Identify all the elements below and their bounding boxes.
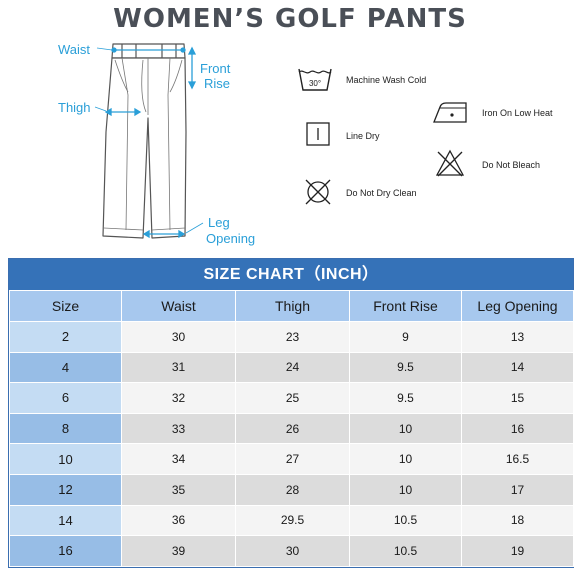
front-rise-cell: 10 bbox=[349, 443, 462, 475]
size-table: Size Waist Thigh Front Rise Leg Opening … bbox=[9, 290, 574, 567]
waist-cell: 32 bbox=[121, 382, 236, 414]
table-row: 2 30 23 9 13 bbox=[9, 321, 574, 353]
waist-label: Waist bbox=[58, 42, 91, 57]
waist-cell: 39 bbox=[121, 535, 236, 567]
thigh-cell: 30 bbox=[235, 535, 350, 567]
front-rise-cell: 10.5 bbox=[349, 535, 462, 567]
page-title: WOMEN’S GOLF PANTS bbox=[113, 4, 467, 34]
waist-cell: 34 bbox=[121, 443, 236, 475]
leg-opening-cell: 18 bbox=[461, 504, 574, 537]
do-not-bleach-icon bbox=[435, 149, 465, 182]
machine-wash-icon: 30° bbox=[298, 66, 332, 97]
wash-temp: 30° bbox=[309, 79, 321, 88]
pants-illustration bbox=[94, 43, 204, 239]
size-chart: SIZE CHART（INCH） Size Waist Thigh Front … bbox=[8, 258, 574, 568]
col-header-front-rise: Front Rise bbox=[349, 290, 462, 322]
size-cell: 6 bbox=[9, 382, 122, 414]
leg-opening-cell: 13 bbox=[461, 321, 574, 353]
front-rise-cell: 10 bbox=[349, 412, 462, 445]
line-dry-icon bbox=[305, 121, 331, 152]
table-row: 10 34 27 10 16.5 bbox=[9, 443, 574, 475]
leg-opening-label-1: Leg bbox=[208, 215, 230, 230]
thigh-cell: 25 bbox=[235, 382, 350, 414]
col-header-leg-opening: Leg Opening bbox=[461, 290, 574, 322]
size-cell: 2 bbox=[9, 321, 122, 353]
front-rise-cell: 9 bbox=[349, 321, 462, 353]
col-header-thigh: Thigh bbox=[235, 290, 350, 322]
leg-opening-cell: 14 bbox=[461, 351, 574, 384]
table-row: 16 39 30 10.5 19 bbox=[9, 535, 574, 567]
size-cell: 12 bbox=[9, 473, 122, 506]
size-cell: 14 bbox=[9, 504, 122, 537]
front-rise-cell: 10.5 bbox=[349, 504, 462, 537]
size-chart-title: SIZE CHART（INCH） bbox=[9, 259, 573, 290]
do-not-dry-clean-icon bbox=[303, 177, 333, 212]
leg-opening-cell: 17 bbox=[461, 473, 574, 506]
table-row: 6 32 25 9.5 15 bbox=[9, 382, 574, 414]
thigh-cell: 29.5 bbox=[235, 504, 350, 537]
table-row: 4 31 24 9.5 14 bbox=[9, 351, 574, 384]
leg-opening-cell: 19 bbox=[461, 535, 574, 567]
waist-cell: 33 bbox=[121, 412, 236, 445]
thigh-cell: 27 bbox=[235, 443, 350, 475]
size-cell: 16 bbox=[9, 535, 122, 567]
front-rise-cell: 9.5 bbox=[349, 382, 462, 414]
thigh-cell: 23 bbox=[235, 321, 350, 353]
front-rise-label-2: Rise bbox=[204, 76, 231, 91]
table-header-row: Size Waist Thigh Front Rise Leg Opening bbox=[9, 290, 574, 322]
front-rise-cell: 10 bbox=[349, 473, 462, 506]
waist-cell: 30 bbox=[121, 321, 236, 353]
pants-diagram: Waist Thigh Front Rise Leg Opening bbox=[0, 38, 290, 253]
do-not-dry-clean-label: Do Not Dry Clean bbox=[346, 188, 417, 198]
front-rise-label-1: Front bbox=[200, 61, 231, 76]
size-cell: 4 bbox=[9, 351, 122, 384]
waist-cell: 31 bbox=[121, 351, 236, 384]
front-rise-cell: 9.5 bbox=[349, 351, 462, 384]
waist-cell: 36 bbox=[121, 504, 236, 537]
thigh-cell: 24 bbox=[235, 351, 350, 384]
leg-opening-label-2: Opening bbox=[206, 231, 256, 246]
line-dry-label: Line Dry bbox=[346, 131, 380, 141]
thigh-label: Thigh bbox=[58, 100, 91, 115]
thigh-cell: 26 bbox=[235, 412, 350, 445]
table-row: 12 35 28 10 17 bbox=[9, 473, 574, 506]
col-header-waist: Waist bbox=[121, 290, 236, 322]
col-header-size: Size bbox=[9, 290, 122, 322]
do-not-bleach-label: Do Not Bleach bbox=[482, 160, 541, 170]
leg-opening-cell: 16.5 bbox=[461, 443, 574, 475]
thigh-cell: 28 bbox=[235, 473, 350, 506]
machine-wash-label: Machine Wash Cold bbox=[346, 75, 427, 85]
leg-opening-cell: 15 bbox=[461, 382, 574, 414]
iron-label: Iron On Low Heat bbox=[482, 108, 553, 118]
iron-low-heat-icon bbox=[432, 101, 472, 130]
waist-cell: 35 bbox=[121, 473, 236, 506]
leg-opening-cell: 16 bbox=[461, 412, 574, 445]
size-cell: 10 bbox=[9, 443, 122, 475]
table-row: 14 36 29.5 10.5 18 bbox=[9, 504, 574, 537]
table-row: 8 33 26 10 16 bbox=[9, 412, 574, 445]
size-cell: 8 bbox=[9, 412, 122, 445]
